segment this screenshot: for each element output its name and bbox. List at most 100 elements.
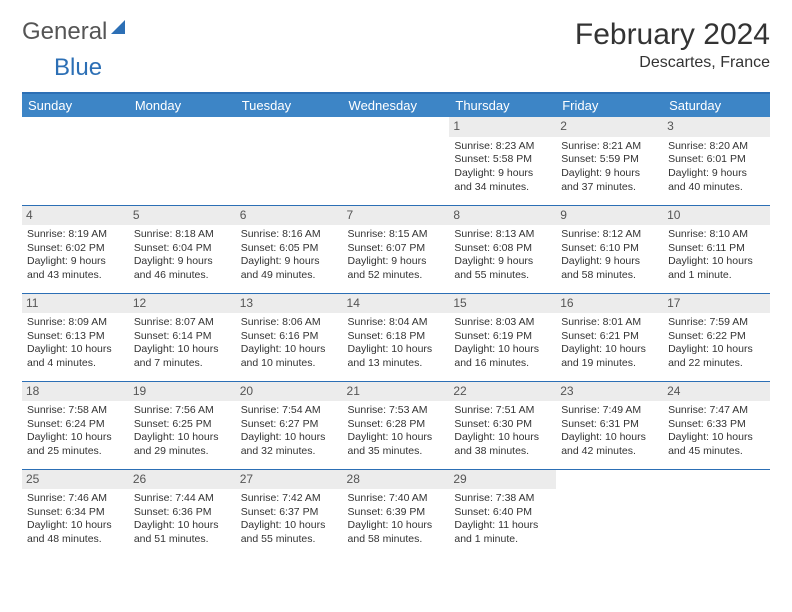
calendar-day-cell: 22Sunrise: 7:51 AMSunset: 6:30 PMDayligh… — [449, 381, 556, 469]
day-details: Sunrise: 8:13 AMSunset: 6:08 PMDaylight:… — [454, 228, 551, 283]
calendar-day-cell: 25Sunrise: 7:46 AMSunset: 6:34 PMDayligh… — [22, 469, 129, 557]
calendar-day-cell: 3 Sunrise: 8:20 AMSunset: 6:01 PMDaylight… — [663, 117, 770, 205]
calendar-day-cell — [236, 117, 343, 205]
day-details: Sunrise: 7:53 AMSunset: 6:28 PMDaylight:… — [348, 404, 445, 459]
day-number: 22 — [449, 382, 556, 402]
calendar-day-cell: 27Sunrise: 7:42 AMSunset: 6:37 PMDayligh… — [236, 469, 343, 557]
page-title: February 2024 — [575, 18, 770, 52]
day-details: Sunrise: 8:04 AMSunset: 6:18 PMDaylight:… — [348, 316, 445, 371]
day-details: Sunrise: 8:06 AMSunset: 6:16 PMDaylight:… — [241, 316, 338, 371]
day-number: 29 — [449, 470, 556, 490]
calendar-day-cell: 11Sunrise: 8:09 AMSunset: 6:13 PMDayligh… — [22, 293, 129, 381]
calendar-header-row: Sunday Monday Tuesday Wednesday Thursday… — [22, 93, 770, 117]
day-number: 3 — [663, 117, 770, 137]
day-details: Sunrise: 7:38 AMSunset: 6:40 PMDaylight:… — [454, 492, 551, 547]
location-label: Descartes, France — [575, 54, 770, 72]
day-details: Sunrise: 7:42 AMSunset: 6:37 PMDaylight:… — [241, 492, 338, 547]
day-number: 24 — [663, 382, 770, 402]
day-details: Sunrise: 8:07 AMSunset: 6:14 PMDaylight:… — [134, 316, 231, 371]
calendar-day-cell: 4Sunrise: 8:19 AMSunset: 6:02 PMDaylight… — [22, 205, 129, 293]
calendar-day-cell: 17Sunrise: 7:59 AMSunset: 6:22 PMDayligh… — [663, 293, 770, 381]
col-wednesday: Wednesday — [343, 93, 450, 117]
day-number: 26 — [129, 470, 236, 490]
calendar-day-cell: 13Sunrise: 8:06 AMSunset: 6:16 PMDayligh… — [236, 293, 343, 381]
calendar-day-cell: 19Sunrise: 7:56 AMSunset: 6:25 PMDayligh… — [129, 381, 236, 469]
calendar-week-row: 1 Sunrise: 8:23 AMSunset: 5:58 PMDaylight… — [22, 117, 770, 205]
calendar-day-cell: 5Sunrise: 8:18 AMSunset: 6:04 PMDaylight… — [129, 205, 236, 293]
day-details: Sunrise: 7:58 AMSunset: 6:24 PMDaylight:… — [27, 404, 124, 459]
calendar-week-row: 18Sunrise: 7:58 AMSunset: 6:24 PMDayligh… — [22, 381, 770, 469]
day-number: 8 — [449, 206, 556, 226]
calendar-day-cell: 29Sunrise: 7:38 AMSunset: 6:40 PMDayligh… — [449, 469, 556, 557]
day-number: 17 — [663, 294, 770, 314]
calendar-day-cell — [663, 469, 770, 557]
day-details: Sunrise: 7:44 AMSunset: 6:36 PMDaylight:… — [134, 492, 231, 547]
calendar-day-cell: 7Sunrise: 8:15 AMSunset: 6:07 PMDaylight… — [343, 205, 450, 293]
day-details: Sunrise: 7:40 AMSunset: 6:39 PMDaylight:… — [348, 492, 445, 547]
calendar-day-cell — [343, 117, 450, 205]
col-thursday: Thursday — [449, 93, 556, 117]
day-number: 27 — [236, 470, 343, 490]
day-details: Sunrise: 8:09 AMSunset: 6:13 PMDaylight:… — [27, 316, 124, 371]
day-details: Sunrise: 7:56 AMSunset: 6:25 PMDaylight:… — [134, 404, 231, 459]
day-number: 23 — [556, 382, 663, 402]
day-number: 19 — [129, 382, 236, 402]
col-monday: Monday — [129, 93, 236, 117]
day-details: Sunrise: 7:49 AMSunset: 6:31 PMDaylight:… — [561, 404, 658, 459]
day-details: Sunrise: 8:23 AMSunset: 5:58 PMDaylight:… — [454, 140, 551, 195]
calendar-day-cell: 2Sunrise: 8:21 AMSunset: 5:59 PMDaylight… — [556, 117, 663, 205]
day-details: Sunrise: 8:15 AMSunset: 6:07 PMDaylight:… — [348, 228, 445, 283]
calendar-day-cell: 9Sunrise: 8:12 AMSunset: 6:10 PMDaylight… — [556, 205, 663, 293]
day-details: Sunrise: 8:20 AMSunset: 6:01 PMDaylight:… — [668, 140, 765, 195]
calendar-day-cell — [556, 469, 663, 557]
col-saturday: Saturday — [663, 93, 770, 117]
day-details: Sunrise: 7:54 AMSunset: 6:27 PMDaylight:… — [241, 404, 338, 459]
calendar-week-row: 4Sunrise: 8:19 AMSunset: 6:02 PMDaylight… — [22, 205, 770, 293]
day-details: Sunrise: 8:12 AMSunset: 6:10 PMDaylight:… — [561, 228, 658, 283]
calendar-day-cell — [22, 117, 129, 205]
day-number: 5 — [129, 206, 236, 226]
day-number: 12 — [129, 294, 236, 314]
col-sunday: Sunday — [22, 93, 129, 117]
calendar-day-cell: 10Sunrise: 8:10 AMSunset: 6:11 PMDayligh… — [663, 205, 770, 293]
day-number: 18 — [22, 382, 129, 402]
col-friday: Friday — [556, 93, 663, 117]
calendar-day-cell: 23Sunrise: 7:49 AMSunset: 6:31 PMDayligh… — [556, 381, 663, 469]
calendar-day-cell — [129, 117, 236, 205]
day-details: Sunrise: 8:18 AMSunset: 6:04 PMDaylight:… — [134, 228, 231, 283]
calendar-week-row: 11Sunrise: 8:09 AMSunset: 6:13 PMDayligh… — [22, 293, 770, 381]
calendar-day-cell: 18Sunrise: 7:58 AMSunset: 6:24 PMDayligh… — [22, 381, 129, 469]
logo-triangle-icon — [111, 20, 125, 34]
calendar-day-cell: 16Sunrise: 8:01 AMSunset: 6:21 PMDayligh… — [556, 293, 663, 381]
day-number: 13 — [236, 294, 343, 314]
day-number: 9 — [556, 206, 663, 226]
day-details: Sunrise: 8:19 AMSunset: 6:02 PMDaylight:… — [27, 228, 124, 283]
calendar-day-cell: 20Sunrise: 7:54 AMSunset: 6:27 PMDayligh… — [236, 381, 343, 469]
day-number: 20 — [236, 382, 343, 402]
day-number: 10 — [663, 206, 770, 226]
day-number: 16 — [556, 294, 663, 314]
day-details: Sunrise: 7:47 AMSunset: 6:33 PMDaylight:… — [668, 404, 765, 459]
logo: General — [22, 18, 127, 46]
day-number: 25 — [22, 470, 129, 490]
day-number: 7 — [343, 206, 450, 226]
day-details: Sunrise: 7:46 AMSunset: 6:34 PMDaylight:… — [27, 492, 124, 547]
col-tuesday: Tuesday — [236, 93, 343, 117]
calendar-day-cell: 12Sunrise: 8:07 AMSunset: 6:14 PMDayligh… — [129, 293, 236, 381]
day-number: 14 — [343, 294, 450, 314]
day-number: 15 — [449, 294, 556, 314]
day-details: Sunrise: 8:01 AMSunset: 6:21 PMDaylight:… — [561, 316, 658, 371]
calendar-week-row: 25Sunrise: 7:46 AMSunset: 6:34 PMDayligh… — [22, 469, 770, 557]
logo-word-2: Blue — [54, 54, 102, 82]
day-details: Sunrise: 7:59 AMSunset: 6:22 PMDaylight:… — [668, 316, 765, 371]
day-number: 1 — [449, 117, 556, 137]
day-details: Sunrise: 8:21 AMSunset: 5:59 PMDaylight:… — [561, 140, 658, 195]
day-number: 6 — [236, 206, 343, 226]
calendar-day-cell: 26Sunrise: 7:44 AMSunset: 6:36 PMDayligh… — [129, 469, 236, 557]
day-details: Sunrise: 7:51 AMSunset: 6:30 PMDaylight:… — [454, 404, 551, 459]
logo-word-1: General — [22, 18, 107, 46]
day-number: 28 — [343, 470, 450, 490]
calendar-day-cell: 28Sunrise: 7:40 AMSunset: 6:39 PMDayligh… — [343, 469, 450, 557]
day-details: Sunrise: 8:16 AMSunset: 6:05 PMDaylight:… — [241, 228, 338, 283]
calendar-day-cell: 21Sunrise: 7:53 AMSunset: 6:28 PMDayligh… — [343, 381, 450, 469]
